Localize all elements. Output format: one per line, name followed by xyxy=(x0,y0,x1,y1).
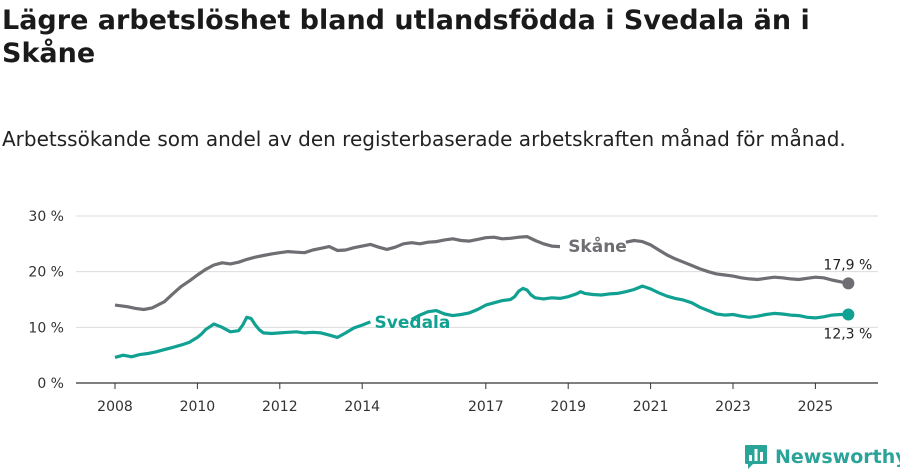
series-line-svedala xyxy=(410,284,849,321)
endpoint-marker-svedala xyxy=(842,308,855,321)
chart-subtitle: Arbetssökande som andel av den registerb… xyxy=(2,127,846,151)
x-tick-label: 2021 xyxy=(633,399,669,415)
label-layer: 0 % 10 % 20 % 30 % 2008 2010 2012 2014 2017 2019 2… xyxy=(28,209,872,415)
newsworthy-logo-icon xyxy=(745,445,767,469)
x-tick-label: 2025 xyxy=(798,399,834,415)
endpoint-label-skane: 17,9 % xyxy=(823,257,872,273)
x-tick-label: 2019 xyxy=(550,399,586,415)
x-tick-label: 2014 xyxy=(344,399,380,415)
x-tick-label: 2017 xyxy=(468,399,504,415)
grid-layer xyxy=(76,215,878,389)
y-tick-label: 10 % xyxy=(28,320,64,336)
x-tick-label: 2008 xyxy=(97,399,133,415)
newsworthy-brand[interactable]: Newsworthy xyxy=(744,442,900,472)
x-tick-label: 2012 xyxy=(262,399,298,415)
series-label-skane: Skåne xyxy=(568,235,627,257)
y-tick-label: 30 % xyxy=(28,209,64,225)
chart-title: Lägre arbetslöshet bland utlandsfödda i … xyxy=(2,5,810,69)
series-line-svedala xyxy=(114,315,371,359)
brand-name: Newsworthy xyxy=(775,446,900,468)
series-label-svedala: Svedala xyxy=(375,313,451,333)
endpoint-label-svedala: 12,3 % xyxy=(823,327,872,343)
x-tick-label: 2010 xyxy=(180,399,216,415)
y-tick-label: 0 % xyxy=(37,376,64,392)
y-tick-label: 20 % xyxy=(28,265,64,281)
series-line-skane xyxy=(114,235,561,312)
series-line-skane xyxy=(625,238,849,285)
endpoint-marker-skane xyxy=(842,277,855,290)
series-layer xyxy=(114,235,855,359)
x-tick-label: 2023 xyxy=(715,399,751,415)
